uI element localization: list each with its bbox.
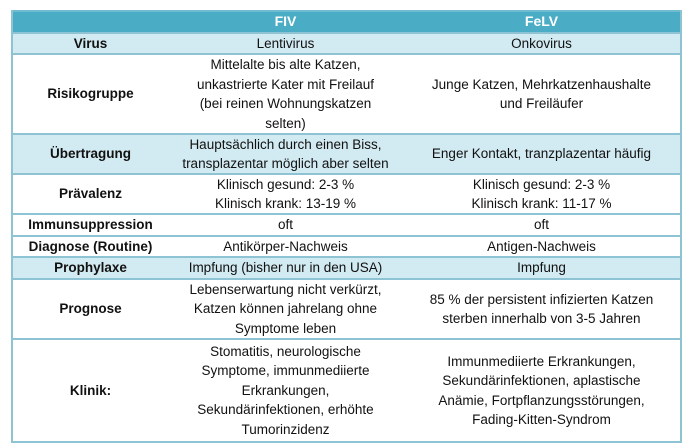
fiv-cell: Antikörper-Nachweis	[223, 238, 348, 254]
fiv-cell: Impfung (bisher nur in den USA)	[188, 260, 383, 276]
comparison-table: FIV FeLV Virus Lentivirus Onkovirus Risi…	[11, 10, 682, 443]
fiv-cell: Mittelalte bis alte Katzen, unkastrierte…	[196, 57, 375, 131]
fiv-cell: Stomatitis, neurologische Symptome, immu…	[197, 343, 374, 437]
row-label: Prophylaxe	[54, 260, 127, 276]
header-cell-fiv: FIV	[274, 13, 297, 30]
fiv-cell: Klinisch gesund: 2-3 % Klinisch krank: 1…	[214, 176, 357, 212]
fiv-cell: Hauptsächlich durch einen Biss, transpla…	[182, 136, 389, 172]
table-header-row: FIV FeLV	[13, 10, 680, 32]
table-row-uebertragung: Übertragung Hauptsächlich durch einen Bi…	[13, 133, 680, 173]
felv-cell: Enger Kontakt, tranzplazentar häufig	[431, 146, 652, 162]
felv-cell: Impfung	[517, 260, 566, 276]
table-row-klinik: Klinik: Stomatitis, neurologische Sympto…	[13, 338, 680, 441]
row-label: Diagnose (Routine)	[28, 238, 153, 254]
felv-cell: Klinisch gesund: 2-3 % Klinisch krank: 1…	[471, 176, 612, 212]
header-cell-felv: FeLV	[524, 13, 559, 30]
row-label: Prognose	[59, 301, 122, 317]
table-row-risikogruppe: Risikogruppe Mittelalte bis alte Katzen,…	[13, 53, 680, 133]
felv-cell: Antigen-Nachweis	[487, 238, 596, 254]
felv-cell: oft	[533, 217, 549, 233]
table-row-prophylaxe: Prophylaxe Impfung (bisher nur in den US…	[13, 256, 680, 278]
row-label: Übertragung	[50, 146, 131, 162]
felv-cell: Junge Katzen, Mehrkatzenhaushalte und Fr…	[431, 76, 652, 112]
fiv-cell: oft	[277, 217, 293, 233]
felv-cell: Immunmediierte Erkrankungen, Sekundärinf…	[438, 353, 645, 428]
row-label: Virus	[73, 35, 108, 51]
row-label: Risikogruppe	[47, 86, 134, 102]
table-row-immunsuppression: Immunsuppression oft oft	[13, 213, 680, 235]
table-row-virus: Virus Lentivirus Onkovirus	[13, 32, 680, 53]
table-row-diagnose: Diagnose (Routine) Antikörper-Nachweis A…	[13, 235, 680, 256]
row-label: Klinik:	[69, 382, 112, 398]
felv-cell: Onkovirus	[511, 35, 572, 51]
table-row-praevalenz: Prävalenz Klinisch gesund: 2-3 % Klinisc…	[13, 173, 680, 213]
row-label: Immunsuppression	[28, 217, 153, 233]
fiv-cell: Lebenserwartung nicht verkürzt, Katzen k…	[189, 281, 382, 336]
header-cell-empty	[13, 12, 168, 32]
felv-cell: 85 % der persistent infizierten Katzen s…	[429, 291, 654, 327]
row-label: Prävalenz	[58, 186, 123, 202]
table-row-prognose: Prognose Lebenserwartung nicht verkürzt,…	[13, 278, 680, 338]
fiv-cell: Lentivirus	[256, 35, 315, 51]
